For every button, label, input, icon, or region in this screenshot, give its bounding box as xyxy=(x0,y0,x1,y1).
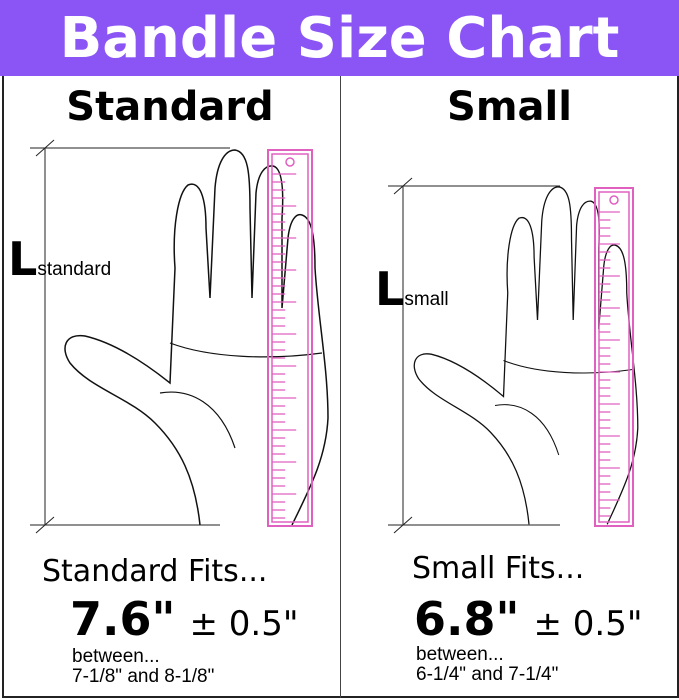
measurement: 7.6" xyxy=(70,592,176,646)
tolerance: ± 0.5" xyxy=(189,604,299,644)
range-small: between... 6-1/4" and 7-1/4" xyxy=(416,645,558,685)
chart-title: Bandle Size Chart xyxy=(59,5,620,71)
heading-standard: Standard xyxy=(66,84,274,130)
length-symbol: L xyxy=(8,232,38,286)
ruler-inner-outline xyxy=(271,153,309,523)
fit-value-standard: 7.6" ± 0.5" xyxy=(70,592,298,646)
fit-value-small: 6.8" ± 0.5" xyxy=(414,592,642,646)
range-text: 7-1/8" and 8-1/8" xyxy=(72,666,215,687)
ruler-inner-outline xyxy=(598,191,630,523)
measurement: 6.8" xyxy=(414,592,520,646)
length-label-small: Lsmall xyxy=(375,262,449,316)
ruler-standard xyxy=(267,149,313,527)
ruler-outline xyxy=(594,187,634,527)
title-banner: Bandle Size Chart xyxy=(0,0,679,76)
length-subscript: standard xyxy=(37,259,112,280)
fits-label-small: Small Fits... xyxy=(412,551,585,586)
dimension-line-standard xyxy=(30,139,230,534)
ruler-small xyxy=(594,187,634,527)
ruler-hole xyxy=(609,195,619,205)
dimension-line-small xyxy=(388,177,560,534)
range-standard: between... 7-1/8" and 8-1/8" xyxy=(72,647,214,687)
length-label-standard: Lstandard xyxy=(8,232,111,286)
range-text: 6-1/4" and 7-1/4" xyxy=(416,664,559,685)
length-subscript: small xyxy=(404,289,449,310)
heading-small: Small xyxy=(447,84,572,130)
ruler-hole xyxy=(285,157,295,167)
fits-label-standard: Standard Fits... xyxy=(42,554,268,589)
length-symbol: L xyxy=(375,262,405,316)
between-label: between... xyxy=(416,644,504,665)
ruler-outline xyxy=(267,149,313,527)
between-label: between... xyxy=(72,646,160,667)
tolerance: ± 0.5" xyxy=(533,604,643,644)
column-divider xyxy=(340,76,341,698)
